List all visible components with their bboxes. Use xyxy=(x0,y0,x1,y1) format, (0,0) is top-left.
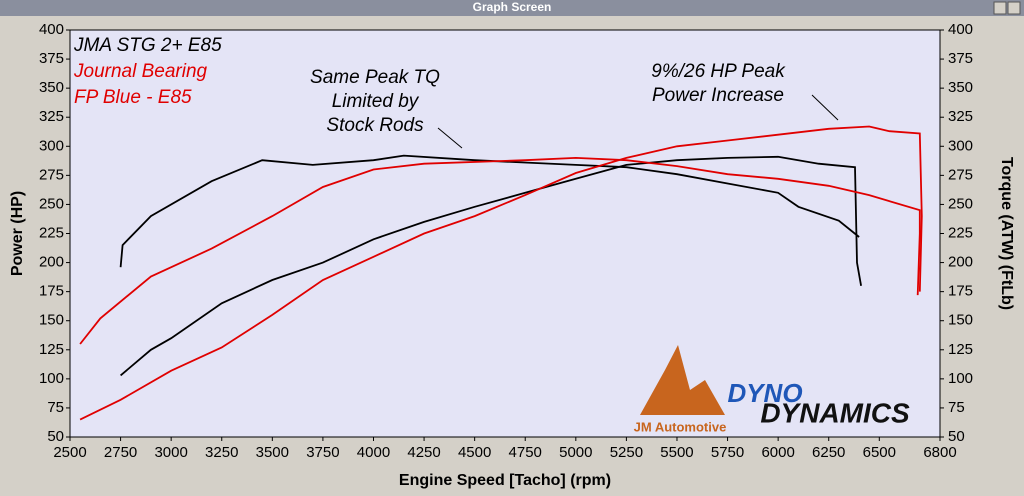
y-tick-label: 275 xyxy=(39,166,64,183)
y-tick-label: 325 xyxy=(39,108,64,125)
y2-tick-label: 150 xyxy=(948,312,973,329)
legend-text: Journal Bearing xyxy=(73,61,208,82)
y-tick-label: 400 xyxy=(39,21,64,38)
y2-tick-label: 300 xyxy=(948,137,973,154)
logo xyxy=(640,345,725,415)
y-tick-label: 175 xyxy=(39,283,64,300)
y-tick-label: 125 xyxy=(39,341,64,358)
logo-text: DYNO xyxy=(727,378,802,408)
x-tick-label: 2750 xyxy=(104,444,137,461)
y-tick-label: 225 xyxy=(39,224,64,241)
x-tick-label: 5500 xyxy=(660,444,693,461)
y2-tick-label: 225 xyxy=(948,224,973,241)
y2-axis-label: Torque (ATW) (FtLb) xyxy=(998,157,1015,310)
data-line xyxy=(120,155,862,377)
x-tick-label: 4750 xyxy=(509,444,542,461)
title-bar xyxy=(0,0,1024,16)
y2-tick-label: 75 xyxy=(948,399,965,416)
y-tick-label: 50 xyxy=(47,428,64,445)
data-line xyxy=(79,156,921,345)
annotation: Stock Rods xyxy=(326,115,424,136)
y2-tick-label: 125 xyxy=(948,341,973,358)
data-line xyxy=(119,154,860,268)
x-tick-label: 4250 xyxy=(407,444,440,461)
y-tick-label: 150 xyxy=(39,312,64,329)
y2-tick-label: 325 xyxy=(948,108,973,125)
x-tick-label: 3750 xyxy=(306,444,339,461)
x-tick-label: 4000 xyxy=(357,444,390,461)
x-tick-label: 6800 xyxy=(923,444,956,461)
y2-tick-label: 400 xyxy=(948,21,973,38)
y2-tick-label: 200 xyxy=(948,254,973,271)
window-title: Graph Screen xyxy=(473,0,552,14)
y2-tick-label: 275 xyxy=(948,166,973,183)
x-tick-label: 2500 xyxy=(53,444,86,461)
y-tick-label: 350 xyxy=(39,79,64,96)
x-tick-label: 3250 xyxy=(205,444,238,461)
y-tick-label: 250 xyxy=(39,195,64,212)
close-button[interactable] xyxy=(1007,1,1021,15)
x-tick-label: 6500 xyxy=(863,444,896,461)
x-tick-label: 6250 xyxy=(812,444,845,461)
y-tick-label: 375 xyxy=(39,50,64,67)
x-tick-label: 3000 xyxy=(154,444,187,461)
x-tick-label: 5000 xyxy=(559,444,592,461)
plot-area xyxy=(69,29,941,438)
x-tick-label: 5750 xyxy=(711,444,744,461)
y-tick-label: 75 xyxy=(47,399,64,416)
data-line xyxy=(79,125,923,421)
legend-text: FP Blue - E85 xyxy=(74,87,192,108)
annotation: Same Peak TQ xyxy=(310,67,440,88)
y-axis-label: Power (HP) xyxy=(9,191,26,276)
x-tick-label: 6000 xyxy=(761,444,794,461)
y2-tick-label: 350 xyxy=(948,79,973,96)
y2-tick-label: 375 xyxy=(948,50,973,67)
restore-button[interactable] xyxy=(993,1,1007,15)
arrow xyxy=(437,127,463,149)
x-tick-label: 5250 xyxy=(610,444,643,461)
annotation: 9%/26 HP Peak xyxy=(651,61,786,82)
y2-tick-label: 50 xyxy=(948,428,965,445)
y2-tick-label: 100 xyxy=(948,370,973,387)
arrow xyxy=(811,94,839,121)
logo-text: JM Automotive xyxy=(634,419,727,434)
y-tick-label: 300 xyxy=(39,137,64,154)
y-tick-label: 200 xyxy=(39,254,64,271)
x-tick-label: 4500 xyxy=(458,444,491,461)
x-tick-label: 3500 xyxy=(256,444,289,461)
annotation: Limited by xyxy=(332,91,420,112)
y2-tick-label: 250 xyxy=(948,195,973,212)
y-tick-label: 100 xyxy=(39,370,64,387)
logo-shape xyxy=(640,345,725,415)
logo-text: DYNAMICS xyxy=(760,397,910,428)
annotation: Power Increase xyxy=(652,85,784,106)
legend-text: JMA STG 2+ E85 xyxy=(73,35,222,56)
y2-tick-label: 175 xyxy=(948,283,973,300)
x-axis-label: Engine Speed [Tacho] (rpm) xyxy=(399,472,611,489)
